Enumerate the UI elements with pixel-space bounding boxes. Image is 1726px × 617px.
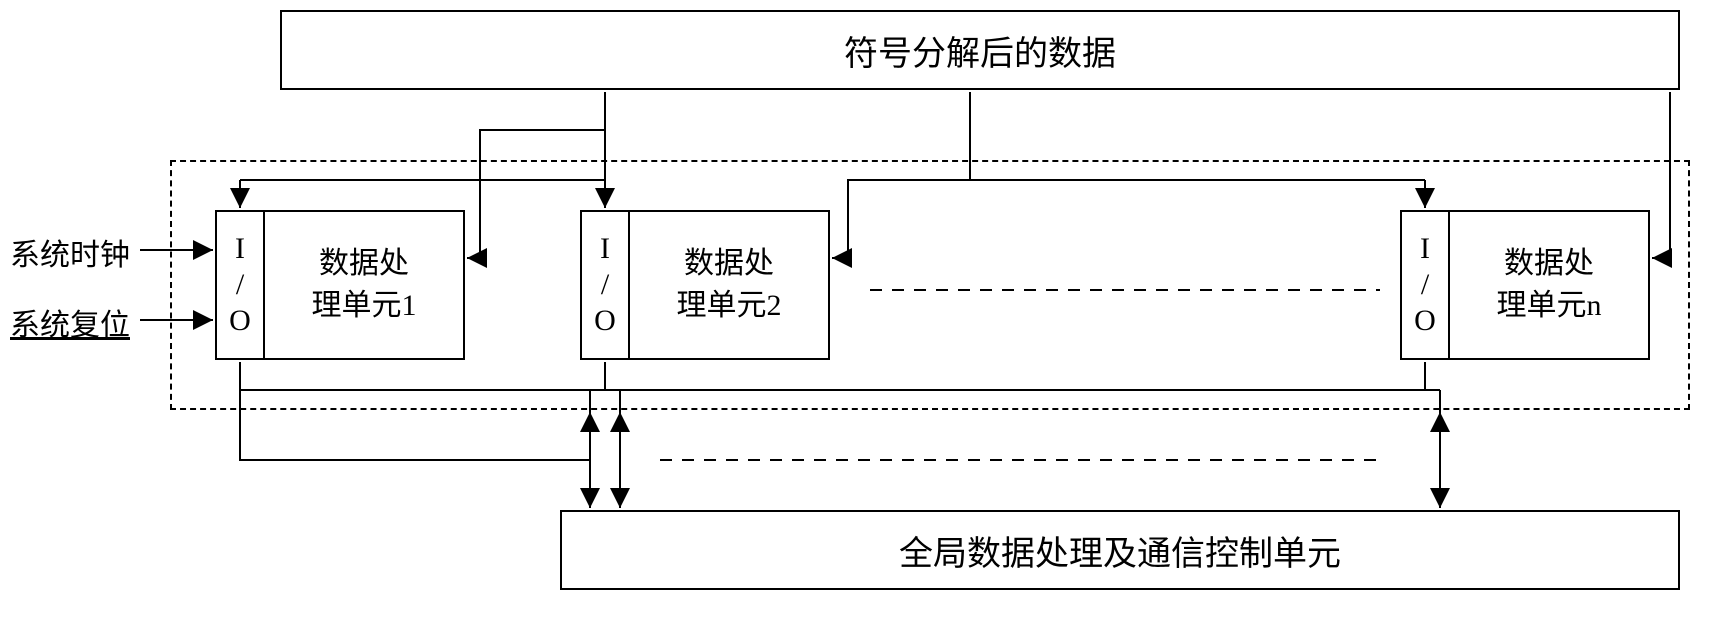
io-o-n: O xyxy=(1414,303,1436,339)
global-control-label: 全局数据处理及通信控制单元 xyxy=(899,526,1341,575)
io-i-2: I xyxy=(600,231,610,267)
system-clock-text: 系统时钟 xyxy=(10,239,130,272)
io-i-1: I xyxy=(235,231,245,267)
proc-unit-1: 数据处 理单元1 xyxy=(265,210,465,360)
proc-unit-2-label: 数据处 理单元2 xyxy=(677,243,782,327)
proc-unit-1-label: 数据处 理单元1 xyxy=(312,243,417,327)
system-reset-label: 系统复位 xyxy=(10,300,130,344)
io-i-n: I xyxy=(1420,231,1430,267)
io-o-2: O xyxy=(594,303,616,339)
symbol-data-label: 符号分解后的数据 xyxy=(844,26,1116,75)
io-slash-n: / xyxy=(1421,267,1429,303)
proc-unit-n: 数据处 理单元n xyxy=(1450,210,1650,360)
io-slash-1: / xyxy=(236,267,244,303)
io-box-1: I / O xyxy=(215,210,265,360)
system-clock-label: 系统时钟 xyxy=(10,230,130,274)
proc-unit-2: 数据处 理单元2 xyxy=(630,210,830,360)
io-box-2: I / O xyxy=(580,210,630,360)
global-control-box: 全局数据处理及通信控制单元 xyxy=(560,510,1680,590)
io-o-1: O xyxy=(229,303,251,339)
proc-unit-n-label: 数据处 理单元n xyxy=(1497,243,1602,327)
system-reset-text: 系统复位 xyxy=(10,309,130,342)
io-slash-2: / xyxy=(601,267,609,303)
symbol-data-box: 符号分解后的数据 xyxy=(280,10,1680,90)
io-box-n: I / O xyxy=(1400,210,1450,360)
